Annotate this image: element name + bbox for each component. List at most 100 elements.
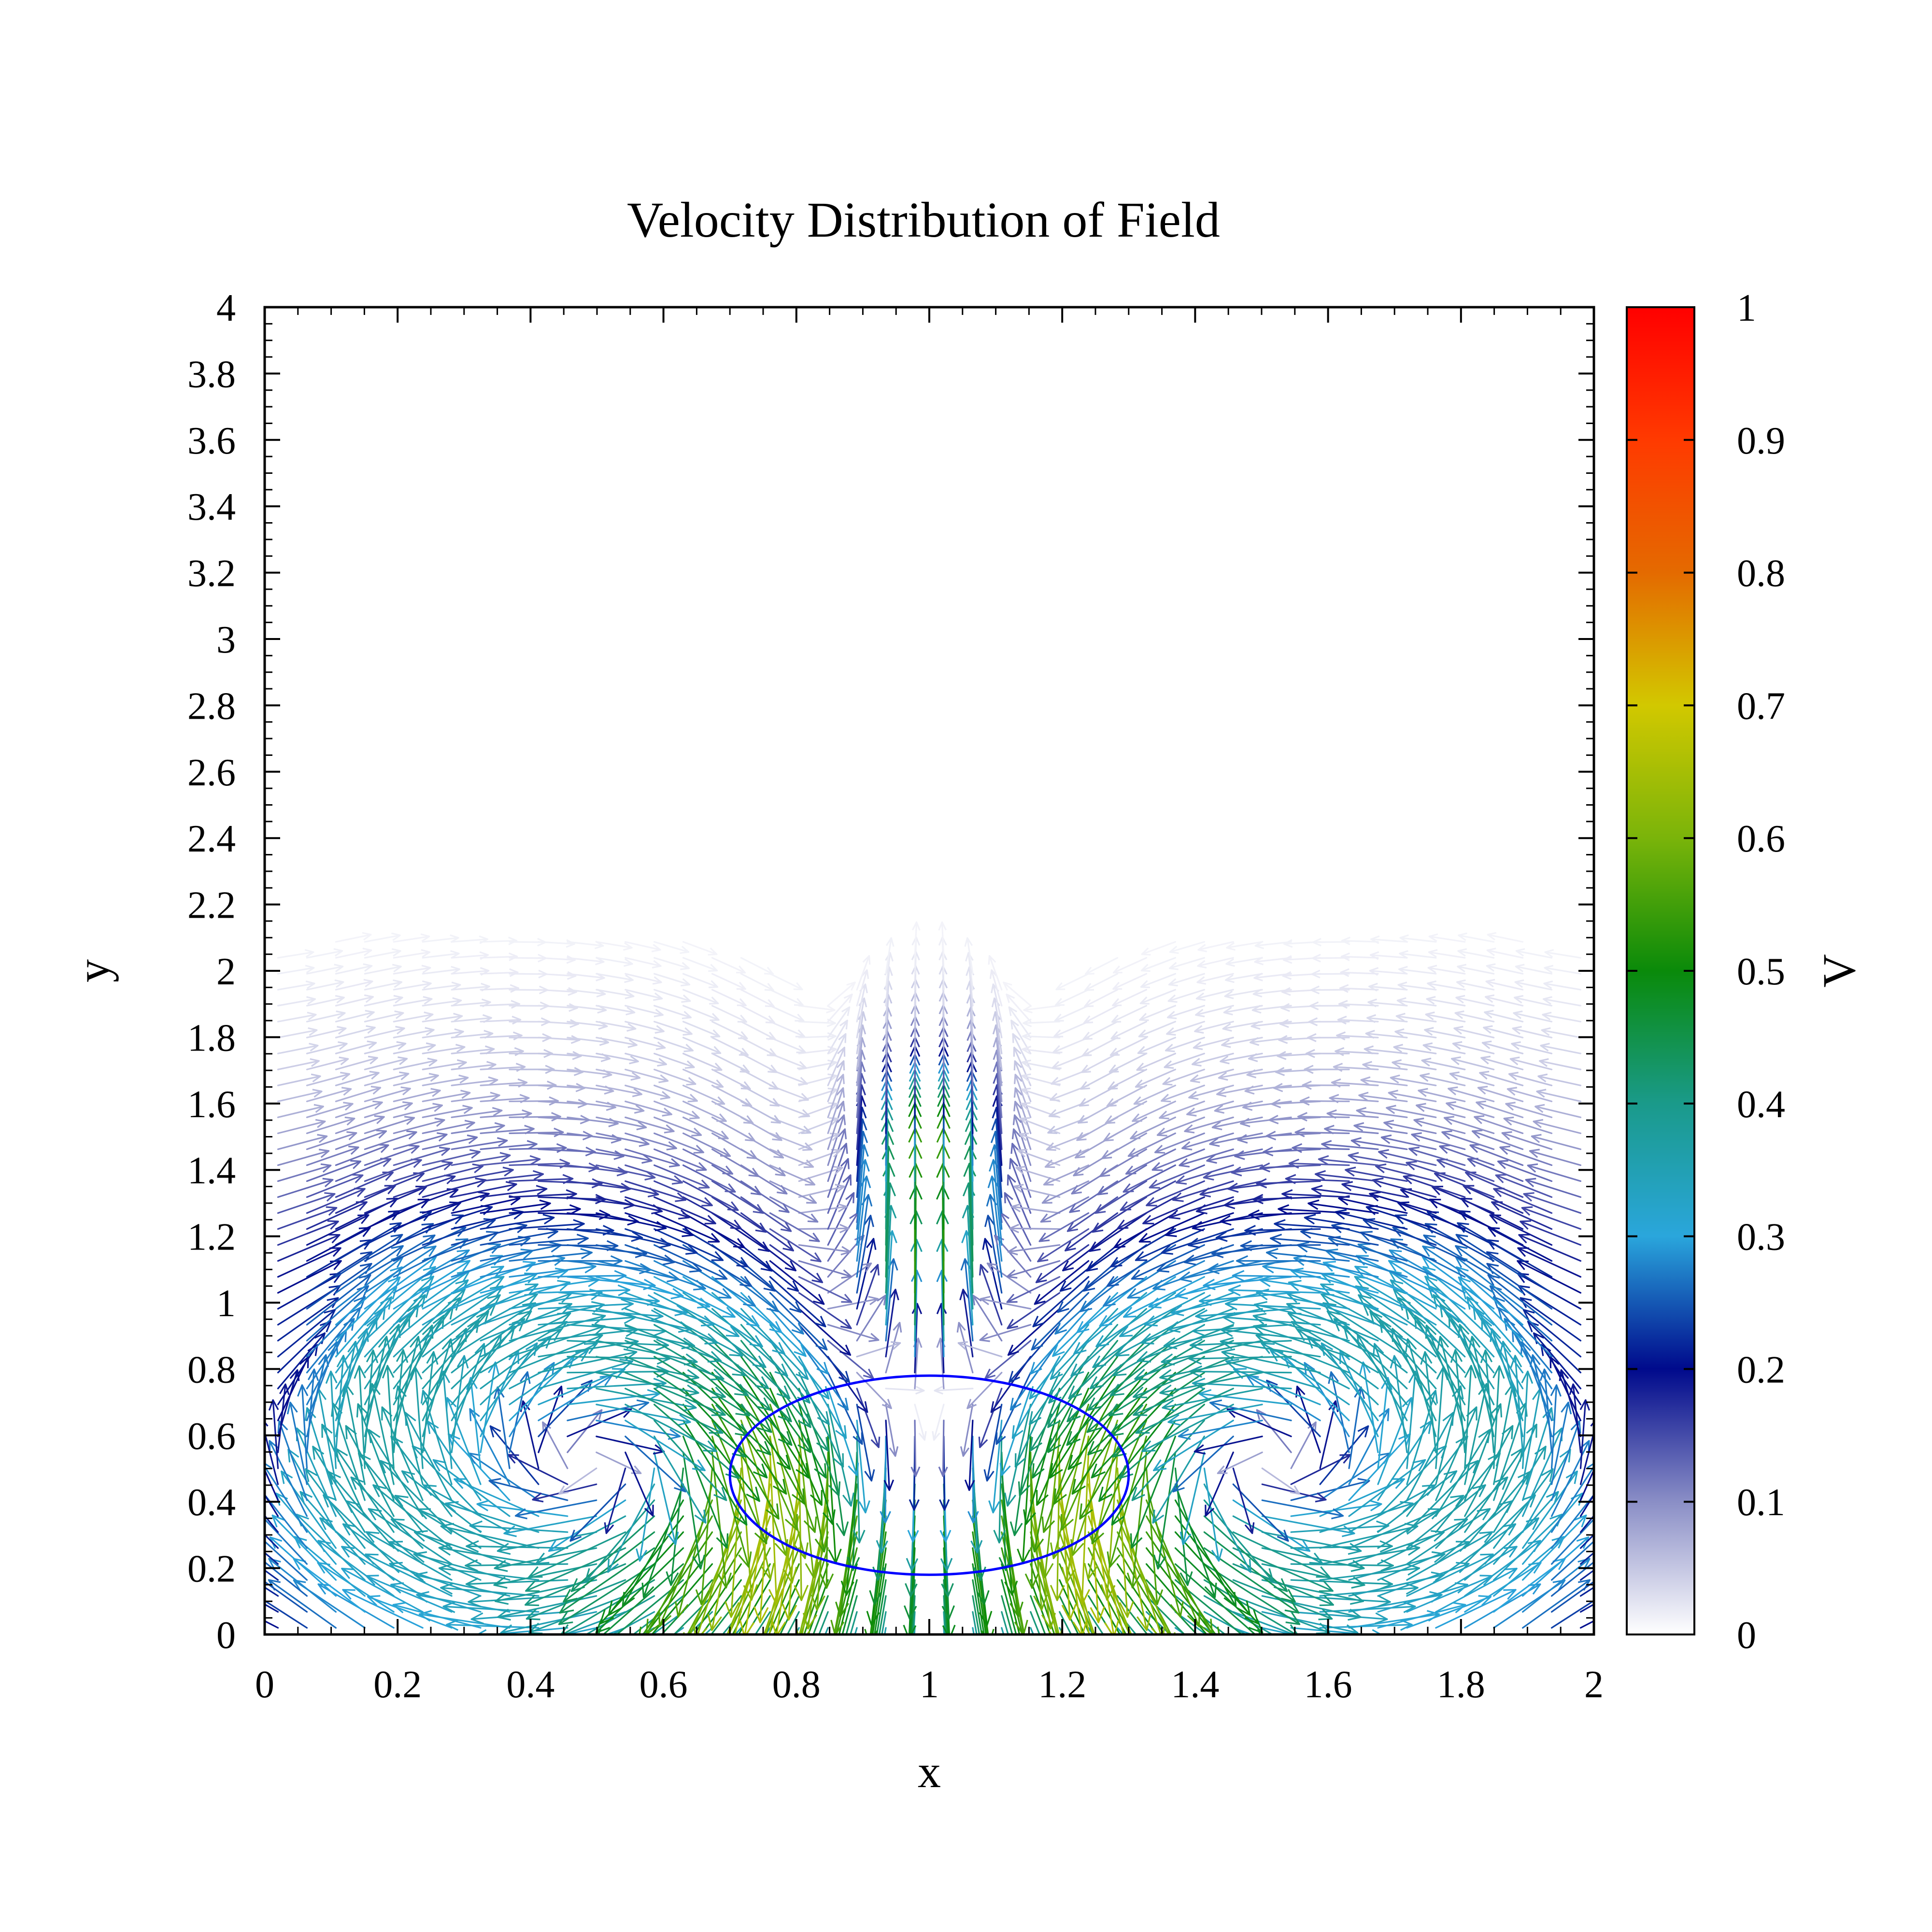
velocity-arrow <box>423 1484 511 1533</box>
colorbar-tick-label: 1 <box>1737 287 1756 329</box>
velocity-arrow <box>1406 1531 1493 1581</box>
velocity-arrow <box>1579 1534 1594 1549</box>
velocity-arrow <box>943 1595 947 1634</box>
velocity-arrow <box>993 1435 1006 1544</box>
velocity-arrow <box>1290 1500 1382 1517</box>
velocity-arrow <box>1525 1178 1582 1198</box>
velocity-arrow <box>1550 1518 1594 1565</box>
velocity-arrow <box>476 1627 568 1634</box>
velocity-arrow <box>1362 1061 1408 1070</box>
x-tick-label: 0.8 <box>772 1663 821 1706</box>
velocity-arrow <box>740 1404 798 1531</box>
velocity-arrow <box>786 1611 800 1634</box>
velocity-arrow <box>538 1035 581 1044</box>
velocity-arrow <box>972 1595 980 1634</box>
velocity-arrow <box>972 1611 978 1634</box>
velocity-arrow <box>277 1192 336 1214</box>
velocity-arrow <box>1145 1483 1184 1618</box>
velocity-arrow <box>1153 1451 1177 1570</box>
y-tick-label: 1.4 <box>187 1150 236 1192</box>
velocity-arrow <box>1174 1611 1208 1634</box>
velocity-arrow <box>1059 1595 1080 1634</box>
velocity-arrow <box>943 1627 945 1634</box>
velocity-arrow <box>740 1388 805 1505</box>
velocity-arrow <box>1406 1595 1492 1629</box>
velocity-arrow <box>1261 1627 1296 1634</box>
velocity-arrow <box>1001 1627 1005 1634</box>
velocity-arrow <box>1075 1451 1091 1605</box>
velocity-arrow <box>934 1386 974 1395</box>
velocity-arrow <box>740 1005 776 1024</box>
velocity-arrow <box>1503 1116 1553 1134</box>
velocity-arrow <box>1261 1499 1344 1520</box>
velocity-arrow <box>1088 1595 1113 1634</box>
velocity-arrow <box>1203 1467 1223 1562</box>
velocity-arrow <box>769 1404 817 1533</box>
velocity-arrow <box>827 981 856 1007</box>
velocity-arrow <box>567 1100 616 1111</box>
velocity-arrow <box>765 1627 771 1634</box>
velocity-arrow <box>740 957 774 975</box>
velocity-arrow <box>1088 1627 1094 1634</box>
velocity-arrow <box>1044 1148 1090 1168</box>
velocity-arrow <box>438 1370 453 1469</box>
velocity-arrow <box>1209 1399 1292 1421</box>
velocity-arrow <box>1061 1435 1090 1584</box>
velocity-arrow <box>1003 981 1032 1007</box>
velocity-arrow <box>740 1212 795 1251</box>
velocity-arrow <box>1411 1132 1466 1150</box>
velocity-arrow <box>972 1563 985 1634</box>
y-tick-label: 3.2 <box>187 553 236 595</box>
velocity-arrow <box>1030 1547 1059 1634</box>
velocity-arrow <box>476 1500 568 1517</box>
velocity-arrow <box>1066 1196 1119 1232</box>
velocity-arrow <box>1579 1603 1594 1613</box>
velocity-arrow <box>1169 941 1205 954</box>
velocity-arrow <box>306 1116 355 1134</box>
velocity-arrow <box>354 1365 366 1469</box>
colorbar-tick-label: 0.9 <box>1737 420 1785 462</box>
velocity-arrow <box>1321 1140 1379 1150</box>
y-tick-label: 2.6 <box>187 752 236 794</box>
velocity-arrow <box>1004 1404 1032 1507</box>
velocity-arrow <box>727 1547 771 1634</box>
velocity-arrow <box>1358 1092 1408 1102</box>
velocity-arrow <box>265 1569 279 1581</box>
velocity-arrow <box>1550 1463 1594 1533</box>
velocity-arrow <box>1522 1407 1554 1501</box>
velocity-arrow <box>1377 1518 1468 1565</box>
velocity-arrow <box>1464 1171 1524 1198</box>
velocity-arrow <box>265 1603 279 1613</box>
y-tick-label: 3.6 <box>187 420 236 462</box>
velocity-arrow <box>1579 1551 1594 1565</box>
velocity-arrow <box>615 1579 684 1634</box>
velocity-arrow <box>1441 1130 1495 1150</box>
velocity-arrow <box>1348 1459 1426 1517</box>
velocity-arrow <box>1278 1035 1321 1044</box>
colorbar-tick-label: 0.1 <box>1737 1481 1785 1524</box>
velocity-arrow <box>1126 1451 1148 1589</box>
velocity-arrow <box>1034 1260 1090 1305</box>
velocity-arrow <box>440 1522 540 1549</box>
velocity-arrow <box>570 1515 655 1592</box>
velocity-arrow <box>393 1132 448 1150</box>
x-tick-label: 0.6 <box>639 1663 688 1706</box>
velocity-arrow <box>653 1356 751 1417</box>
velocity-arrow <box>1116 1531 1172 1634</box>
velocity-arrow <box>1319 1563 1421 1581</box>
velocity-arrow <box>1290 1595 1391 1607</box>
colorbar-tick-label: 0.5 <box>1737 951 1785 993</box>
velocity-arrow <box>1319 1425 1369 1485</box>
velocity-arrow <box>779 1595 800 1634</box>
velocity-arrow <box>1059 1515 1094 1634</box>
x-axis: 0 0.2 0.4 0.6 0.8 1 1.2 1.4 1.6 1.8 2 <box>255 307 1604 1706</box>
velocity-arrow <box>711 1451 732 1589</box>
velocity-arrow <box>883 1627 887 1634</box>
velocity-arrow <box>1071 1388 1148 1495</box>
velocity-arrow <box>1145 1595 1186 1634</box>
velocity-arrow <box>265 1561 308 1597</box>
velocity-arrow <box>1324 1124 1379 1135</box>
velocity-arrow <box>794 1451 809 1601</box>
velocity-arrow <box>265 1534 279 1549</box>
velocity-arrow <box>596 1420 681 1440</box>
